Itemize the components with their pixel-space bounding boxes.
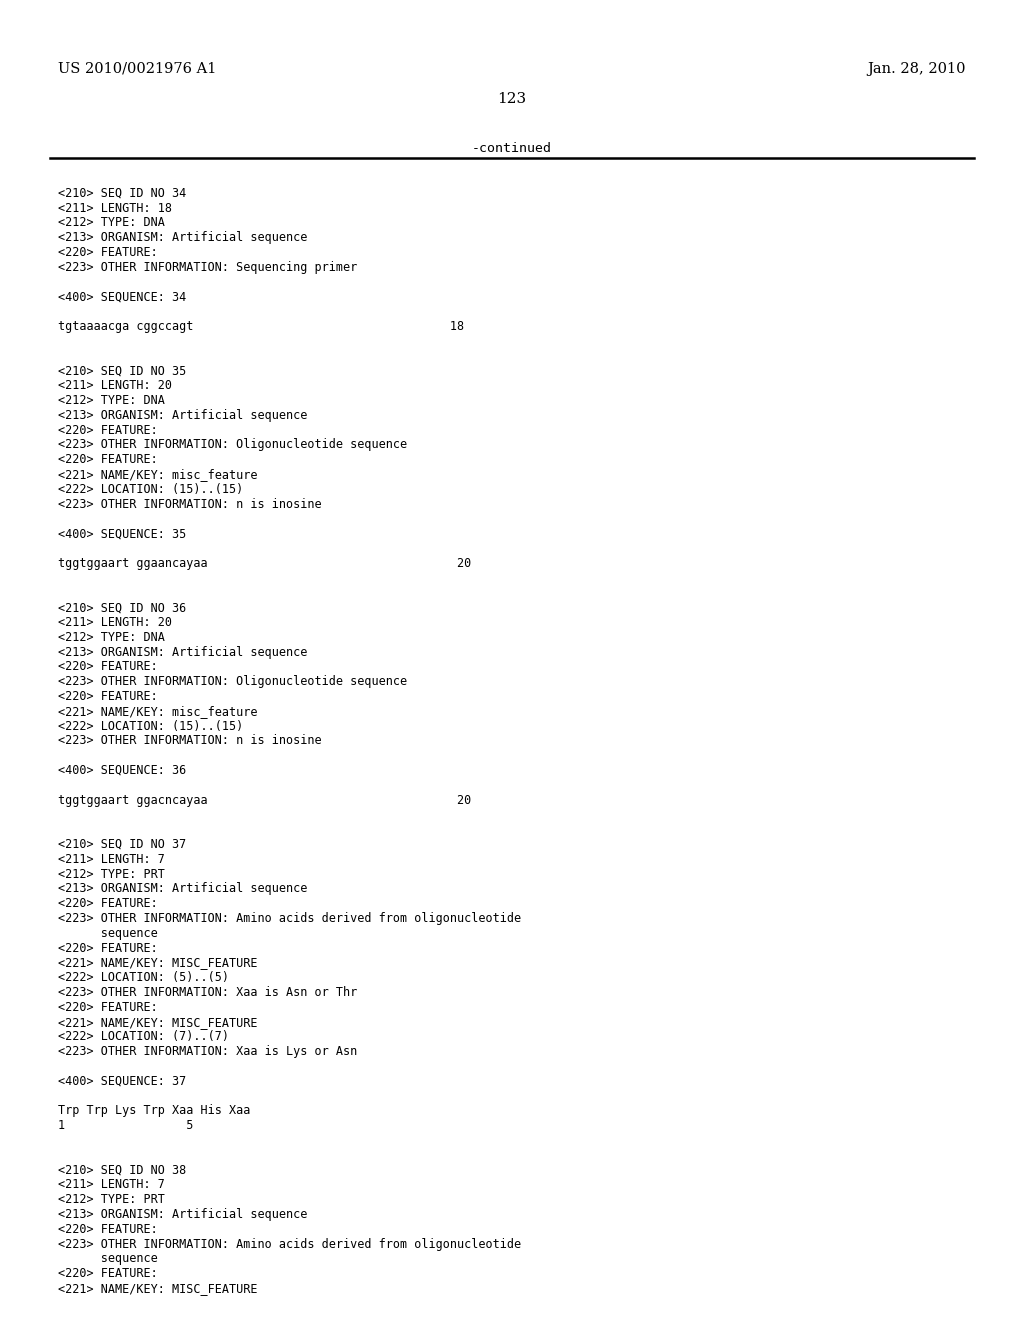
Text: <220> FEATURE:: <220> FEATURE:	[58, 453, 158, 466]
Text: <220> FEATURE:: <220> FEATURE:	[58, 660, 158, 673]
Text: <222> LOCATION: (5)..(5): <222> LOCATION: (5)..(5)	[58, 972, 229, 985]
Text: <223> OTHER INFORMATION: n is inosine: <223> OTHER INFORMATION: n is inosine	[58, 498, 322, 511]
Text: sequence: sequence	[58, 927, 158, 940]
Text: <210> SEQ ID NO 34: <210> SEQ ID NO 34	[58, 187, 186, 199]
Text: <223> OTHER INFORMATION: Amino acids derived from oligonucleotide: <223> OTHER INFORMATION: Amino acids der…	[58, 912, 521, 925]
Text: <220> FEATURE:: <220> FEATURE:	[58, 898, 158, 911]
Text: <212> TYPE: DNA: <212> TYPE: DNA	[58, 216, 165, 230]
Text: <220> FEATURE:: <220> FEATURE:	[58, 1267, 158, 1280]
Text: <400> SEQUENCE: 37: <400> SEQUENCE: 37	[58, 1074, 186, 1088]
Text: <211> LENGTH: 20: <211> LENGTH: 20	[58, 379, 172, 392]
Text: <220> FEATURE:: <220> FEATURE:	[58, 1222, 158, 1236]
Text: <211> LENGTH: 18: <211> LENGTH: 18	[58, 202, 172, 215]
Text: sequence: sequence	[58, 1253, 158, 1266]
Text: <213> ORGANISM: Artificial sequence: <213> ORGANISM: Artificial sequence	[58, 645, 307, 659]
Text: <211> LENGTH: 7: <211> LENGTH: 7	[58, 1179, 165, 1192]
Text: <223> OTHER INFORMATION: Sequencing primer: <223> OTHER INFORMATION: Sequencing prim…	[58, 261, 357, 273]
Text: <400> SEQUENCE: 35: <400> SEQUENCE: 35	[58, 527, 186, 540]
Text: <213> ORGANISM: Artificial sequence: <213> ORGANISM: Artificial sequence	[58, 409, 307, 422]
Text: 1                 5: 1 5	[58, 1119, 194, 1133]
Text: <223> OTHER INFORMATION: Amino acids derived from oligonucleotide: <223> OTHER INFORMATION: Amino acids der…	[58, 1238, 521, 1250]
Text: <400> SEQUENCE: 34: <400> SEQUENCE: 34	[58, 290, 186, 304]
Text: <212> TYPE: PRT: <212> TYPE: PRT	[58, 867, 165, 880]
Text: <213> ORGANISM: Artificial sequence: <213> ORGANISM: Artificial sequence	[58, 882, 307, 895]
Text: <223> OTHER INFORMATION: Xaa is Lys or Asn: <223> OTHER INFORMATION: Xaa is Lys or A…	[58, 1045, 357, 1059]
Text: tggtggaart ggacncayaa                                   20: tggtggaart ggacncayaa 20	[58, 793, 471, 807]
Text: <212> TYPE: DNA: <212> TYPE: DNA	[58, 393, 165, 407]
Text: <220> FEATURE:: <220> FEATURE:	[58, 941, 158, 954]
Text: <212> TYPE: DNA: <212> TYPE: DNA	[58, 631, 165, 644]
Text: -continued: -continued	[472, 143, 552, 154]
Text: <223> OTHER INFORMATION: n is inosine: <223> OTHER INFORMATION: n is inosine	[58, 734, 322, 747]
Text: <220> FEATURE:: <220> FEATURE:	[58, 424, 158, 437]
Text: tggtggaart ggaancayaa                                   20: tggtggaart ggaancayaa 20	[58, 557, 471, 570]
Text: <223> OTHER INFORMATION: Oligonucleotide sequence: <223> OTHER INFORMATION: Oligonucleotide…	[58, 438, 408, 451]
Text: 123: 123	[498, 92, 526, 106]
Text: <221> NAME/KEY: misc_feature: <221> NAME/KEY: misc_feature	[58, 705, 257, 718]
Text: <221> NAME/KEY: misc_feature: <221> NAME/KEY: misc_feature	[58, 469, 257, 480]
Text: <213> ORGANISM: Artificial sequence: <213> ORGANISM: Artificial sequence	[58, 1208, 307, 1221]
Text: <220> FEATURE:: <220> FEATURE:	[58, 1001, 158, 1014]
Text: <223> OTHER INFORMATION: Oligonucleotide sequence: <223> OTHER INFORMATION: Oligonucleotide…	[58, 676, 408, 688]
Text: <210> SEQ ID NO 35: <210> SEQ ID NO 35	[58, 364, 186, 378]
Text: <210> SEQ ID NO 37: <210> SEQ ID NO 37	[58, 838, 186, 851]
Text: <222> LOCATION: (15)..(15): <222> LOCATION: (15)..(15)	[58, 483, 244, 496]
Text: <221> NAME/KEY: MISC_FEATURE: <221> NAME/KEY: MISC_FEATURE	[58, 957, 257, 969]
Text: Trp Trp Lys Trp Xaa His Xaa: Trp Trp Lys Trp Xaa His Xaa	[58, 1105, 251, 1118]
Text: <221> NAME/KEY: MISC_FEATURE: <221> NAME/KEY: MISC_FEATURE	[58, 1015, 257, 1028]
Text: <213> ORGANISM: Artificial sequence: <213> ORGANISM: Artificial sequence	[58, 231, 307, 244]
Text: <222> LOCATION: (7)..(7): <222> LOCATION: (7)..(7)	[58, 1031, 229, 1043]
Text: <220> FEATURE:: <220> FEATURE:	[58, 690, 158, 704]
Text: <210> SEQ ID NO 38: <210> SEQ ID NO 38	[58, 1164, 186, 1176]
Text: <220> FEATURE:: <220> FEATURE:	[58, 246, 158, 259]
Text: <223> OTHER INFORMATION: Xaa is Asn or Thr: <223> OTHER INFORMATION: Xaa is Asn or T…	[58, 986, 357, 999]
Text: <212> TYPE: PRT: <212> TYPE: PRT	[58, 1193, 165, 1206]
Text: <210> SEQ ID NO 36: <210> SEQ ID NO 36	[58, 601, 186, 614]
Text: <211> LENGTH: 20: <211> LENGTH: 20	[58, 616, 172, 630]
Text: <211> LENGTH: 7: <211> LENGTH: 7	[58, 853, 165, 866]
Text: <400> SEQUENCE: 36: <400> SEQUENCE: 36	[58, 764, 186, 777]
Text: <222> LOCATION: (15)..(15): <222> LOCATION: (15)..(15)	[58, 719, 244, 733]
Text: Jan. 28, 2010: Jan. 28, 2010	[867, 62, 966, 77]
Text: <221> NAME/KEY: MISC_FEATURE: <221> NAME/KEY: MISC_FEATURE	[58, 1282, 257, 1295]
Text: US 2010/0021976 A1: US 2010/0021976 A1	[58, 62, 216, 77]
Text: tgtaaaacga cggccagt                                    18: tgtaaaacga cggccagt 18	[58, 319, 464, 333]
